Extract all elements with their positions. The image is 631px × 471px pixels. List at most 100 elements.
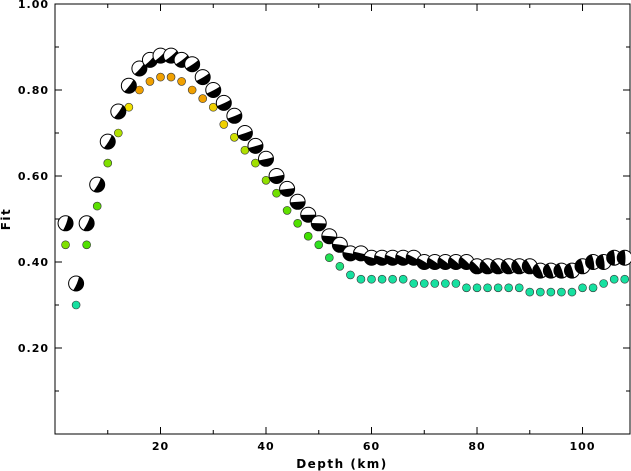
mechanism-point [68,275,85,292]
colored-dot-point [198,94,208,103]
mechanism-compression-quadrant [480,260,493,274]
mechanism-compression-quadrant [248,143,263,154]
mechanism-compression-quadrant [311,223,327,231]
mechanism-point [331,236,348,253]
mechanism-compression-quadrant [469,260,483,274]
mechanism-compression-quadrant [543,263,554,279]
colored-dot-point [156,72,165,82]
colored-dot-point [314,240,324,250]
x-axis-title: Depth (km) [296,457,388,471]
mechanism-point [57,215,74,232]
mechanism-point [99,133,116,150]
mechanism-compression-quadrant [103,135,116,150]
colored-dot-point [71,300,81,310]
mechanism-compression-quadrant [553,263,564,279]
colored-dot-point [166,72,176,82]
mechanism-point [110,103,127,120]
colored-dot-point [388,274,397,284]
mechanism-compression-quadrant [596,254,605,270]
mechanism-compression-quadrant [124,79,137,94]
mechanism-point [131,60,148,77]
mechanism-compression-quadrant [437,257,452,270]
colored-dot-point [525,287,535,297]
y-tick-label: 0.80 [18,84,49,97]
y-tick-label: 0.40 [18,256,49,269]
mechanism-point [416,254,433,270]
mechanism-compression-quadrant [522,259,534,274]
colored-dot-point [177,77,186,86]
colored-dot-point [335,261,345,271]
mechanism-compression-quadrant [364,255,379,266]
colored-dot-point [609,274,619,284]
colored-dot-point [377,274,387,284]
mechanism-point [289,193,306,210]
mechanism-point [258,150,275,167]
colored-dot-series [61,72,630,310]
mechanism-compression-quadrant [134,62,147,76]
colored-dot-point [472,283,482,293]
colored-dot-point [367,274,376,284]
mechanism-compression-quadrant [206,86,221,98]
colored-dot-point [546,287,556,297]
x-tick-label: 60 [363,440,380,453]
colored-dot-point [599,279,608,288]
colored-dot-point [567,287,577,297]
mechanism-point [279,180,296,197]
colored-dot-point [409,279,419,288]
mechanism-point [247,137,264,154]
mechanism-compression-quadrant [490,260,503,274]
mechanism-compression-quadrant [416,258,431,270]
mechanism-compression-quadrant [185,60,200,72]
colored-dot-point [103,158,113,168]
colored-dot-point [92,201,102,211]
colored-dot-point [419,279,429,288]
colored-dot-point [346,270,355,280]
colored-dot-point [493,283,503,293]
mechanism-compression-quadrant [458,256,472,270]
colored-dot-point [303,231,313,241]
mechanism-compression-quadrant [606,250,616,266]
mechanism-point [205,82,222,98]
mechanism-compression-quadrant [73,276,84,291]
mechanism-compression-quadrant [511,259,524,274]
colored-dot-point [620,274,630,284]
mechanism-point [184,56,201,73]
mechanism-point [226,107,243,124]
y-axis-title: Fit [0,208,13,231]
mechanism-compression-quadrant [501,260,513,274]
colored-dot-point [451,279,461,288]
y-tick-label: 0.20 [18,342,49,355]
mechanism-compression-quadrant [617,250,626,266]
colored-dot-point [514,283,524,293]
mechanism-compression-quadrant [374,255,390,266]
x-tick-label: 100 [570,440,596,453]
colored-dot-point [441,279,450,288]
colored-dot-point [61,240,70,250]
x-tick-label: 40 [257,440,274,453]
mechanism-compression-quadrant [448,257,462,270]
colored-dot-point [114,128,123,138]
mechanism-point [310,215,327,232]
colored-dot-point [145,77,155,86]
y-axis: 0.20 0.40 0.60 0.80 1.00 [18,0,630,392]
mechanism-point [321,228,338,245]
x-tick-label: 80 [468,440,485,453]
colored-dot-point [187,85,197,95]
colored-dot-point [483,283,492,293]
y-tick-label: 0.60 [18,170,49,183]
colored-dot-point [504,283,513,293]
mechanism-compression-quadrant [114,105,126,120]
mechanism-compression-quadrant [196,73,211,85]
x-tick-label: 20 [152,440,169,453]
mechanism-compression-quadrant [269,174,285,184]
mechanism-point [78,215,95,232]
mechanism-compression-quadrant [290,201,306,210]
colored-dot-point [282,206,292,215]
mechanism-compression-quadrant [279,187,295,197]
colored-dot-point [325,253,334,263]
mechanism-compression-quadrant [227,112,242,124]
mechanism-compression-quadrant [385,254,400,266]
mechanism-compression-quadrant [62,216,74,231]
mechanism-point [194,69,211,86]
